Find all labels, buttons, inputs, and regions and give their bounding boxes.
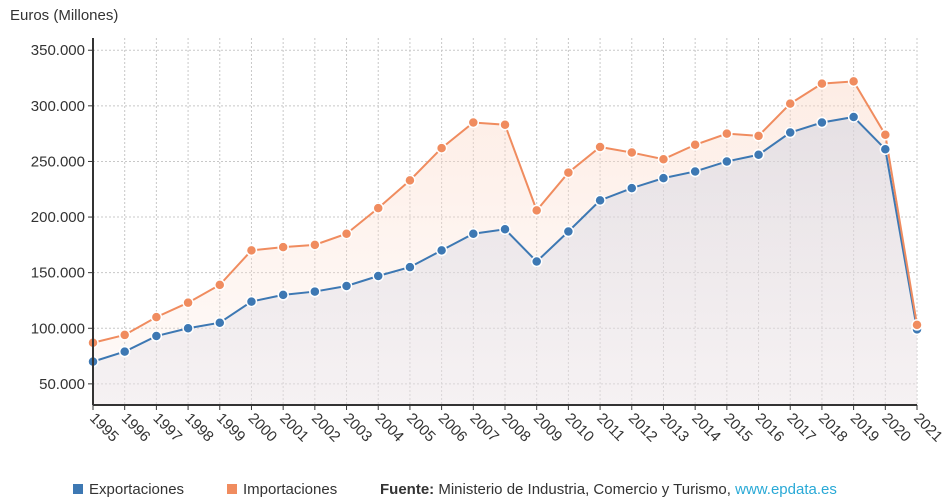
point xyxy=(309,239,321,251)
point xyxy=(277,241,289,253)
point xyxy=(752,149,765,161)
x-tick-label: 2018 xyxy=(815,410,851,446)
legend-swatch xyxy=(227,484,237,494)
x-tick-label: 2012 xyxy=(625,410,661,446)
point xyxy=(657,153,670,165)
x-tick-label: 2015 xyxy=(720,410,756,446)
x-tick-label: 2014 xyxy=(688,410,724,446)
x-tick-label: 2003 xyxy=(340,410,376,446)
point xyxy=(150,330,163,342)
point xyxy=(404,174,416,187)
y-tick-label: 100.000 xyxy=(31,320,85,337)
point xyxy=(182,296,194,309)
y-axis-title: Euros (Millones) xyxy=(10,7,118,24)
point xyxy=(245,295,258,308)
point xyxy=(214,316,226,329)
point xyxy=(150,311,163,323)
y-tick-label: 250.000 xyxy=(31,153,85,170)
x-tick-label: 2016 xyxy=(752,410,788,446)
point xyxy=(784,97,796,110)
point xyxy=(879,129,892,141)
y-tick-label: 350.000 xyxy=(31,42,85,59)
point xyxy=(340,227,353,240)
point xyxy=(277,289,289,301)
point xyxy=(372,270,384,282)
point xyxy=(784,126,796,139)
point xyxy=(562,166,575,179)
x-tick-label: 2010 xyxy=(562,410,598,446)
x-tick-label: 2017 xyxy=(783,410,819,446)
point xyxy=(214,279,226,291)
point xyxy=(689,165,701,178)
point xyxy=(435,142,448,154)
point xyxy=(467,116,480,129)
point xyxy=(721,127,733,140)
point xyxy=(467,227,480,240)
legend-label: Importaciones xyxy=(243,481,337,498)
point xyxy=(911,319,923,331)
point xyxy=(847,111,860,123)
point xyxy=(689,139,701,151)
point xyxy=(626,182,638,194)
x-tick-label: 2008 xyxy=(498,410,534,446)
x-tick-label: 2004 xyxy=(371,410,407,446)
point xyxy=(530,204,543,217)
x-tick-label: 1997 xyxy=(150,410,186,446)
point xyxy=(182,322,194,335)
source-label: Fuente: xyxy=(380,481,434,498)
x-tick-label: 2011 xyxy=(593,410,628,445)
x-tick-label: 1996 xyxy=(118,410,154,446)
point xyxy=(309,285,321,298)
y-tick-label: 300.000 xyxy=(31,98,85,115)
point xyxy=(118,329,131,341)
source: Fuente: Ministerio de Industria, Comerci… xyxy=(380,481,837,498)
x-tick-label: 2013 xyxy=(657,410,693,446)
source-link[interactable]: www.epdata.es xyxy=(734,481,837,498)
x-tick-label: 2005 xyxy=(403,410,439,446)
x-tick-label: 2002 xyxy=(308,410,344,446)
point xyxy=(404,261,416,273)
point xyxy=(499,118,511,131)
legend-swatch xyxy=(73,484,83,494)
x-tick-label: 1998 xyxy=(181,410,217,446)
x-tick-label: 2006 xyxy=(435,410,471,446)
footer: Exportaciones Importaciones Fuente: Mini… xyxy=(73,481,837,498)
area-fill xyxy=(93,116,917,406)
source-text: Ministerio de Industria, Comercio y Turi… xyxy=(438,481,731,498)
point xyxy=(530,255,543,268)
point xyxy=(626,146,638,159)
x-tick-label: 2009 xyxy=(530,410,566,446)
point xyxy=(499,223,511,236)
point xyxy=(562,225,575,238)
y-tick-label: 50.000 xyxy=(39,376,85,393)
point xyxy=(372,202,384,214)
point xyxy=(245,244,258,257)
y-tick-label: 150.000 xyxy=(31,265,85,282)
point xyxy=(752,130,765,142)
point xyxy=(721,155,733,168)
point xyxy=(816,116,828,129)
point xyxy=(816,77,828,90)
point xyxy=(879,143,892,155)
x-tick-label: 1999 xyxy=(213,410,249,446)
x-tick-label: 1995 xyxy=(86,410,122,446)
x-tick-label: 2000 xyxy=(245,410,281,446)
legend-label: Exportaciones xyxy=(89,481,184,498)
point xyxy=(657,172,670,184)
x-tick-label: 2001 xyxy=(276,410,312,446)
x-tick-label: 2020 xyxy=(878,410,914,446)
x-tick-label: 2021 xyxy=(910,410,946,446)
point xyxy=(118,345,131,358)
point xyxy=(435,244,448,257)
point xyxy=(340,280,353,292)
y-tick-label: 200.000 xyxy=(31,209,85,226)
point xyxy=(594,194,606,207)
x-tick-label: 2019 xyxy=(847,410,883,446)
point xyxy=(594,141,606,153)
x-tick-label: 2007 xyxy=(466,410,502,446)
point xyxy=(847,75,860,88)
